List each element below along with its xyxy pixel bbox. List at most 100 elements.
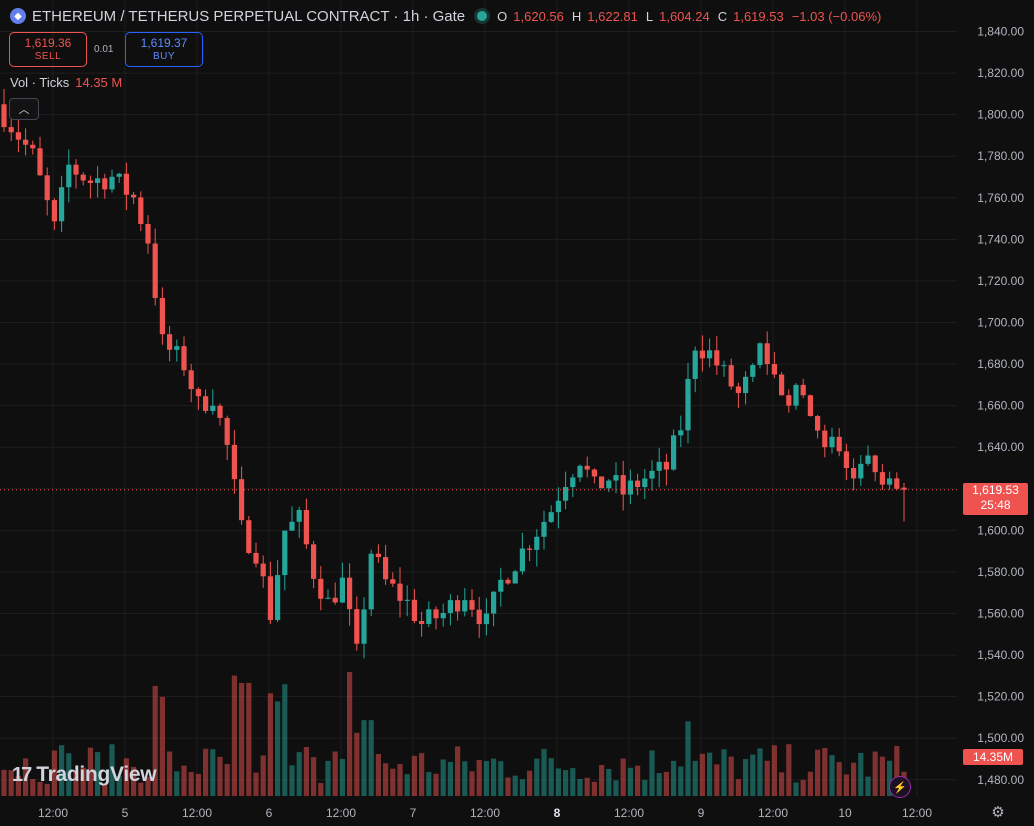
lightning-icon[interactable]: ⚡ xyxy=(889,776,911,798)
candle-body xyxy=(469,600,475,610)
collapse-legend-button[interactable]: ︿ xyxy=(9,98,39,120)
candle-body xyxy=(375,553,381,558)
volume-bar xyxy=(663,771,669,796)
volume-bar xyxy=(44,783,50,796)
volume-bar xyxy=(383,763,389,796)
candle-body xyxy=(59,187,65,222)
sell-price: 1,619.36 xyxy=(24,35,72,50)
ohlc-low-label: L xyxy=(645,8,654,24)
price-tick-label: 1,480.00 xyxy=(977,773,1024,787)
volume-bar xyxy=(577,778,583,796)
volume-bar xyxy=(476,759,482,796)
candle-body xyxy=(210,405,216,411)
ohlc-low: 1,604.24 xyxy=(659,8,710,24)
candle-body xyxy=(462,600,468,612)
time-tick-label: 12:00 xyxy=(182,806,212,820)
volume-bar xyxy=(822,748,828,796)
volume-bar xyxy=(743,759,749,796)
candle-body xyxy=(771,364,777,375)
candle-body xyxy=(426,609,432,624)
volume-bar xyxy=(807,771,813,796)
candle-body xyxy=(138,197,144,224)
volume-bar xyxy=(887,760,893,796)
candle-body xyxy=(663,461,669,470)
volume-bar xyxy=(563,770,569,796)
symbol-title[interactable]: ETHEREUM / TETHERUS PERPETUAL CONTRACT ·… xyxy=(32,7,466,25)
volume-bar xyxy=(692,760,698,796)
candle-body xyxy=(541,521,547,537)
candle-body xyxy=(296,509,302,522)
volume-bar xyxy=(289,765,295,796)
candle-body xyxy=(239,479,245,521)
candle-body xyxy=(491,591,497,614)
candle-body xyxy=(332,597,338,603)
volume-legend[interactable]: Vol · Ticks 14.35 M xyxy=(10,75,122,90)
price-tick-label: 1,760.00 xyxy=(977,191,1024,205)
candle-body xyxy=(339,577,345,603)
candle-body xyxy=(714,350,720,366)
tradingview-logo[interactable]: 17 TradingView xyxy=(12,763,157,787)
market-status-icon xyxy=(477,11,488,21)
candle-body xyxy=(440,612,446,619)
volume-bar xyxy=(627,767,633,796)
price-tick-label: 1,800.00 xyxy=(977,108,1024,122)
candle-body xyxy=(224,417,230,445)
time-tick-label: 5 xyxy=(122,806,129,820)
time-tick-label: 8 xyxy=(554,806,561,820)
candle-body xyxy=(181,346,187,371)
volume-bar xyxy=(51,750,57,796)
bar-countdown: 25:48 xyxy=(980,498,1011,512)
time-tick-label: 12:00 xyxy=(614,806,644,820)
volume-bar xyxy=(15,775,21,796)
candle-body xyxy=(822,430,828,448)
candle-body xyxy=(548,512,554,522)
volume-bar xyxy=(188,772,194,796)
candle-body xyxy=(433,609,439,619)
candle-body xyxy=(37,148,43,176)
candle-body xyxy=(894,478,900,489)
volume-bar xyxy=(152,685,158,796)
volume-bar xyxy=(282,684,288,796)
ohlc-values: O 1,620.56 H 1,622.81 L 1,604.24 C 1,619.53 … xyxy=(497,9,883,24)
volume-bar xyxy=(858,752,864,796)
price-tick-label: 1,680.00 xyxy=(977,357,1024,371)
time-tick-label: 12:00 xyxy=(470,806,500,820)
volume-bar xyxy=(8,770,14,796)
candle-body xyxy=(44,175,50,201)
candle-body xyxy=(627,480,633,495)
candle-body xyxy=(635,480,641,488)
volume-bar xyxy=(786,744,792,796)
volume-bar xyxy=(102,783,108,796)
volume-bar xyxy=(548,758,554,796)
candle-body xyxy=(735,386,741,394)
volume-bar xyxy=(224,764,230,796)
volume-bar xyxy=(123,758,129,796)
candle-body xyxy=(685,378,691,431)
volume-legend-label: Vol · Ticks xyxy=(10,75,70,90)
volume-bar xyxy=(527,770,533,796)
price-tick-label: 1,720.00 xyxy=(977,274,1024,288)
sell-button[interactable]: 1,619.36 SELL xyxy=(9,32,87,67)
candle-body xyxy=(246,520,252,553)
candle-body xyxy=(671,435,677,470)
candle-body xyxy=(534,536,540,550)
candle-body xyxy=(145,223,151,244)
volume-bar xyxy=(879,756,885,796)
volume-bar xyxy=(433,773,439,796)
volume-bar xyxy=(303,747,309,796)
price-tick-label: 1,580.00 xyxy=(977,565,1024,579)
candle-body xyxy=(87,180,93,183)
volume-bar xyxy=(591,781,597,796)
volume-bar xyxy=(390,768,396,796)
volume-bar xyxy=(347,671,353,796)
buy-button[interactable]: 1,619.37 BUY xyxy=(125,32,203,67)
last-price-label: 1,619.53 25:48 xyxy=(963,483,1028,515)
volume-bar xyxy=(534,758,540,796)
candle-body xyxy=(354,609,360,644)
candle-body xyxy=(512,571,518,584)
time-tick-label: 6 xyxy=(266,806,273,820)
gear-icon[interactable]: ⚙ xyxy=(991,804,1005,821)
volume-bar xyxy=(872,751,878,796)
volume-bar xyxy=(555,768,561,796)
